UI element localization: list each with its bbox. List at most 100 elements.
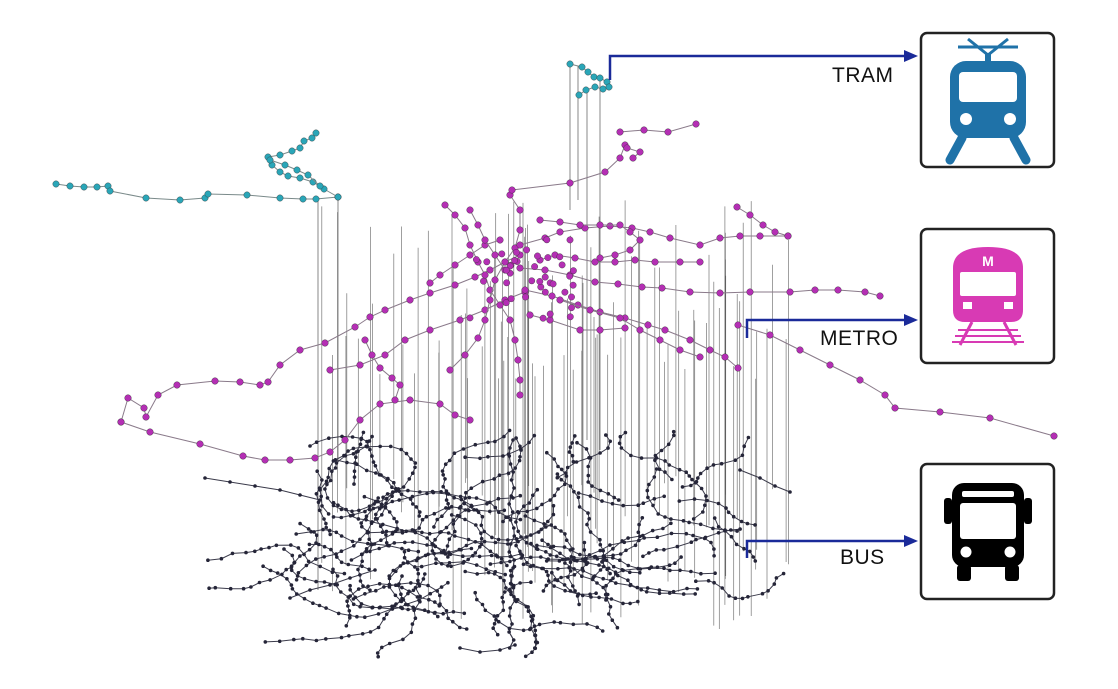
metro-station-node bbox=[501, 258, 509, 266]
bus-stop-node bbox=[507, 614, 512, 618]
bus-stop-node bbox=[766, 589, 770, 593]
bus-stop-node bbox=[626, 578, 630, 582]
bus-stop-node bbox=[328, 478, 333, 483]
metro-station-node bbox=[623, 144, 631, 152]
bus-stop-node bbox=[639, 587, 643, 592]
bus-stop-node bbox=[435, 589, 440, 593]
bus-stop-node bbox=[318, 498, 322, 502]
bus-stop-node bbox=[550, 570, 554, 575]
bus-stop-node bbox=[449, 504, 454, 509]
bus-route-edge bbox=[209, 548, 296, 590]
bus-stop-node bbox=[416, 571, 421, 576]
metro-station-node bbox=[506, 262, 514, 270]
bus-stop-node bbox=[619, 446, 624, 450]
bus-stop-node bbox=[623, 430, 628, 435]
bus-stop-node bbox=[295, 574, 300, 578]
bus-stop-node bbox=[592, 574, 597, 578]
bus-stop-node bbox=[742, 546, 746, 551]
bus-stop-node bbox=[541, 589, 546, 593]
bus-stop-node bbox=[509, 582, 514, 586]
bus-stop-node bbox=[479, 523, 484, 528]
bus-stop-node bbox=[562, 545, 567, 549]
bus-stop-node bbox=[568, 569, 573, 573]
bus-stop-node bbox=[716, 525, 721, 529]
bus-stop-node bbox=[524, 540, 529, 545]
bus-stop-node bbox=[364, 549, 369, 554]
metro-station-node bbox=[531, 263, 538, 270]
bus-stop-node bbox=[384, 541, 389, 545]
bus-stop-node bbox=[516, 529, 520, 534]
tram-station-node bbox=[304, 171, 312, 179]
metro-arrowhead bbox=[904, 314, 918, 326]
bus-stop-node bbox=[567, 565, 571, 570]
bus-stop-node bbox=[506, 538, 510, 542]
bus-stop-node bbox=[745, 521, 750, 526]
bus-stop-node bbox=[663, 459, 667, 463]
bus-stop-node bbox=[726, 510, 731, 515]
bus-stop-node bbox=[452, 451, 457, 456]
bus-stop-node bbox=[589, 595, 593, 599]
bus-stop-node bbox=[317, 508, 322, 513]
bus-stop-node bbox=[324, 637, 328, 641]
bus-stop-node bbox=[641, 554, 645, 559]
bus-stop-node bbox=[691, 517, 696, 521]
bus-stop-node bbox=[563, 561, 567, 565]
bus-stop-node bbox=[344, 507, 348, 512]
bus-stop-node bbox=[607, 612, 611, 616]
bus-route-edge bbox=[204, 477, 321, 501]
metro-station-node bbox=[676, 258, 684, 266]
metro-station-node bbox=[483, 258, 491, 266]
bus-stop-node bbox=[565, 465, 570, 470]
bus-stop-node bbox=[544, 525, 548, 529]
bus-stop-node bbox=[662, 547, 666, 552]
bus-stop-node bbox=[443, 462, 448, 467]
bus-stop-node bbox=[657, 467, 662, 472]
metro-station-node bbox=[544, 254, 552, 262]
bus-stop-node bbox=[418, 594, 422, 599]
metro-station-node bbox=[154, 391, 162, 399]
bus-stop-node bbox=[302, 552, 306, 557]
metro-station-node bbox=[451, 211, 459, 219]
bus-stop-node bbox=[336, 611, 341, 616]
bus-stop-node bbox=[514, 537, 519, 541]
bus-stop-node bbox=[334, 461, 339, 465]
bus-arrow bbox=[745, 539, 906, 558]
bus-stop-node bbox=[788, 490, 792, 494]
bus-stop-node bbox=[418, 510, 422, 514]
bus-stop-node bbox=[469, 546, 474, 551]
bus-stop-node bbox=[402, 549, 407, 554]
bus-label: BUS bbox=[840, 546, 885, 569]
bus-stop-node bbox=[423, 553, 428, 558]
bus-stop-node bbox=[295, 592, 299, 596]
bus-stop-node bbox=[335, 574, 340, 578]
metro-station-edge bbox=[619, 123, 697, 133]
bus-stop-node bbox=[512, 526, 516, 530]
bus-stop-node bbox=[376, 654, 381, 659]
bus-stop-node bbox=[360, 559, 365, 564]
bus-stop-node bbox=[446, 580, 450, 585]
tram-station-node bbox=[300, 137, 308, 145]
bus-stop-node bbox=[374, 471, 378, 475]
bus-stop-node bbox=[575, 594, 580, 598]
metro-station-node bbox=[466, 314, 474, 322]
bus-stop-node bbox=[705, 498, 709, 503]
bus-stop-node bbox=[409, 630, 414, 635]
bus-stop-node bbox=[473, 590, 478, 595]
bus-arrowhead bbox=[904, 535, 918, 547]
bus-stop-node bbox=[552, 457, 556, 461]
metro-station-node bbox=[481, 236, 489, 244]
bus-stop-node bbox=[443, 552, 448, 556]
bus-stop-node bbox=[535, 506, 539, 511]
metro-station-node bbox=[211, 377, 219, 385]
bus-stop-node bbox=[384, 529, 389, 534]
bus-stop-node bbox=[430, 542, 434, 546]
bus-stop-node bbox=[539, 527, 544, 532]
bus-stop-node bbox=[526, 609, 531, 613]
bus-stop-node bbox=[656, 512, 660, 516]
bus-stop-node bbox=[331, 515, 336, 519]
bus-stop-node bbox=[636, 530, 641, 535]
tram-icon bbox=[945, 37, 1031, 165]
bus-stop-node bbox=[696, 476, 700, 480]
bus-route-edge bbox=[353, 582, 467, 630]
bus-stop-node bbox=[377, 582, 382, 586]
